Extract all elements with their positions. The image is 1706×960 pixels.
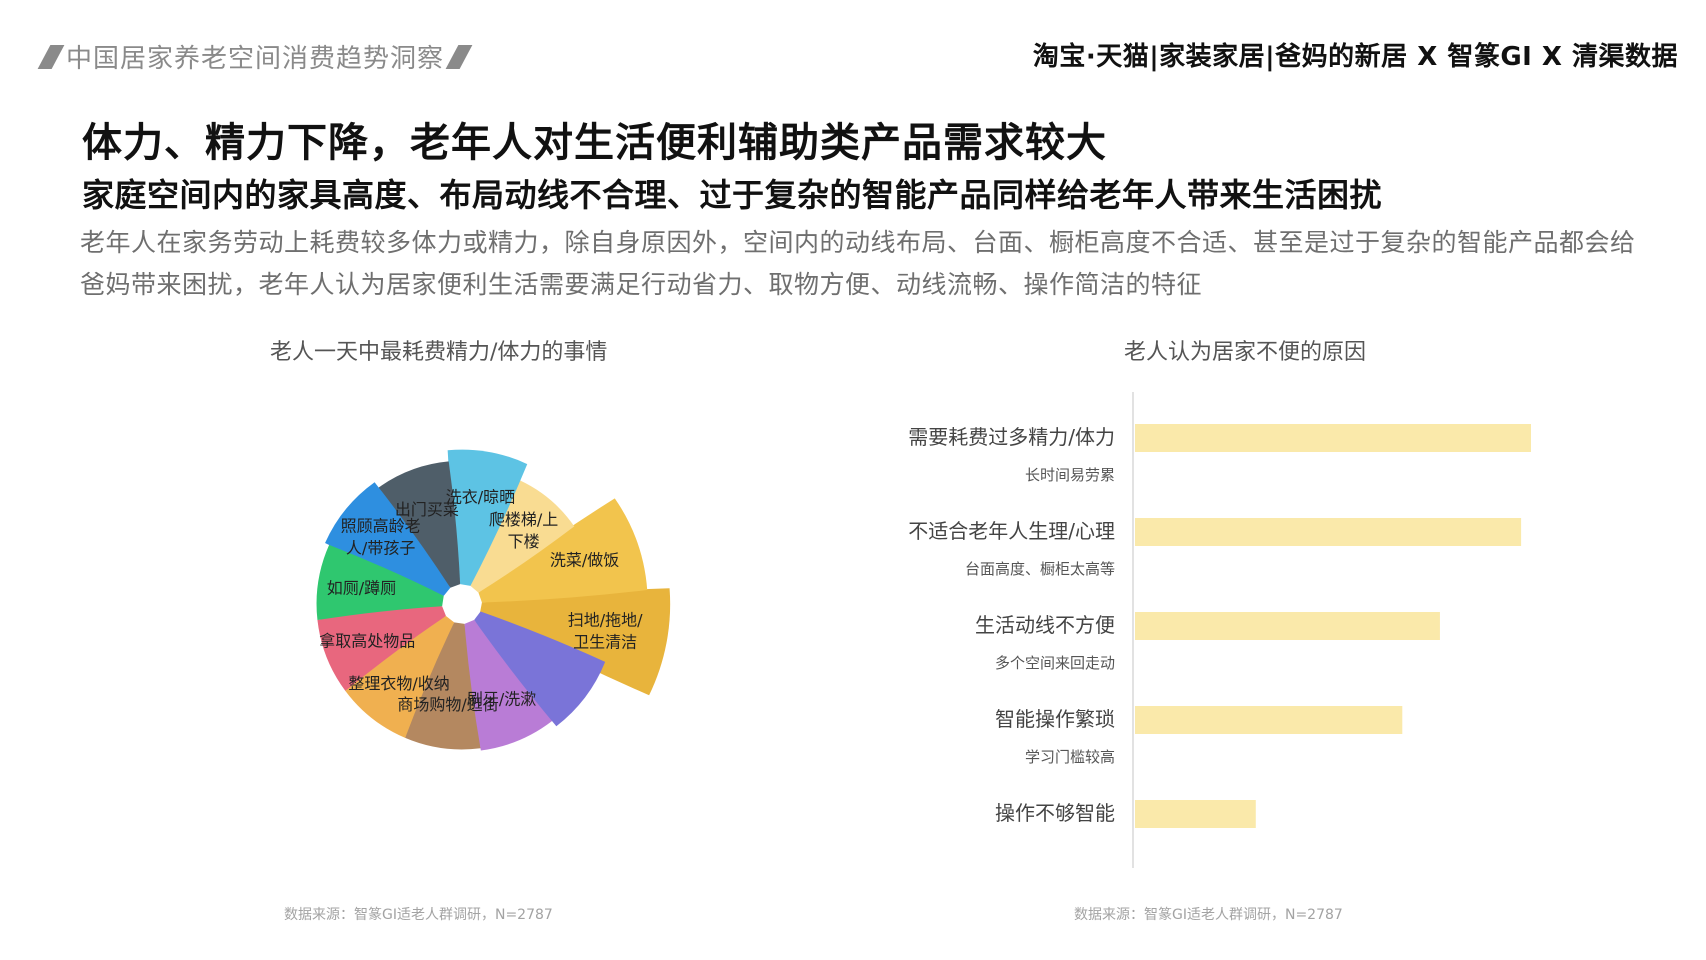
pie-slice-label: 照顾高龄老人/带孩子	[341, 517, 421, 558]
pie-slice-label: 刷牙/洗漱	[467, 690, 536, 709]
pie-slice	[316, 544, 444, 621]
bar-chart: 需要耗费过多精力/体力长时间易劳累不适合老年人生理/心理台面高度、橱柜太高等生活…	[908, 392, 1531, 868]
slash-decoration-icon	[37, 44, 65, 69]
pie-slice	[447, 449, 528, 586]
bar	[1135, 706, 1403, 734]
bar-category-sublabel: 长时间易劳累	[1025, 466, 1115, 484]
pie-slice-label: 洗衣/晾晒	[446, 488, 515, 507]
bar-chart-title: 老人认为居家不便的原因	[1124, 340, 1367, 365]
pie-slice-label: 商场购物/逛街	[397, 695, 498, 714]
bar-category-label: 需要耗费过多精力/体力	[908, 425, 1115, 449]
pie-slice-label: 整理衣物/收纳	[348, 674, 449, 693]
pie-slice	[345, 615, 455, 738]
pie-slice	[405, 622, 481, 750]
report-header: 中国居家养老空间消费趋势洞察	[37, 38, 473, 75]
bar-category-sublabel: 台面高度、橱柜太高等	[965, 560, 1115, 578]
pie-slice	[470, 480, 575, 593]
pie-slice-label: 爬楼梯/上下楼	[489, 510, 558, 551]
bar	[1135, 612, 1440, 640]
bar-source-note: 数据来源：智篆GI适老人群调研，N=2787	[1074, 907, 1343, 923]
pie-slice-label: 扫地/拖地/卫生清洁	[568, 610, 643, 651]
slash-decoration-icon	[445, 44, 473, 69]
brand-logos: 淘宝·天猫|家装家居|爸妈的新居 X 智篆GI X 清渠数据	[1032, 42, 1678, 72]
pie-slice	[325, 482, 451, 596]
bar-category-label: 操作不够智能	[995, 801, 1115, 825]
pie-slice-label: 如厕/蹲厕	[327, 578, 396, 597]
pie-slice-label: 拿取高处物品	[319, 631, 415, 650]
pie-source-note: 数据来源：智篆GI适老人群调研，N=2787	[284, 907, 553, 923]
pie-slice-label: 出门买菜	[395, 500, 459, 519]
bar-category-label: 智能操作繁琐	[995, 707, 1115, 731]
pie-slice	[478, 498, 648, 603]
page-subtitle: 家庭空间内的家具高度、布局动线不合理、过于复杂的智能产品同样给老年人带来生活困扰	[82, 176, 1383, 214]
page-title: 体力、精力下降，老年人对生活便利辅助类产品需求较大	[82, 120, 1107, 166]
bar-category-label: 生活动线不方便	[975, 613, 1115, 637]
pie-slice	[479, 588, 671, 696]
bar	[1135, 518, 1522, 546]
pie-slice	[378, 461, 461, 588]
pie-chart-title: 老人一天中最耗费精力/体力的事情	[270, 340, 608, 365]
bar	[1135, 800, 1256, 828]
bar-category-label: 不适合老年人生理/心理	[908, 519, 1115, 543]
pie-slice	[317, 606, 446, 691]
page-description: 老年人在家务劳动上耗费较多体力或精力，除自身原因外，空间内的动线布局、台面、橱柜…	[80, 228, 1636, 299]
pie-slice	[464, 619, 553, 751]
bar-category-sublabel: 多个空间来回走动	[995, 654, 1115, 672]
bar	[1135, 424, 1531, 452]
pie-slice	[474, 611, 606, 727]
bar-category-sublabel: 学习门槛较高	[1025, 748, 1115, 766]
report-title: 中国居家养老空间消费趋势洞察	[66, 44, 445, 74]
pie-slice-label: 洗菜/做饭	[550, 551, 619, 570]
